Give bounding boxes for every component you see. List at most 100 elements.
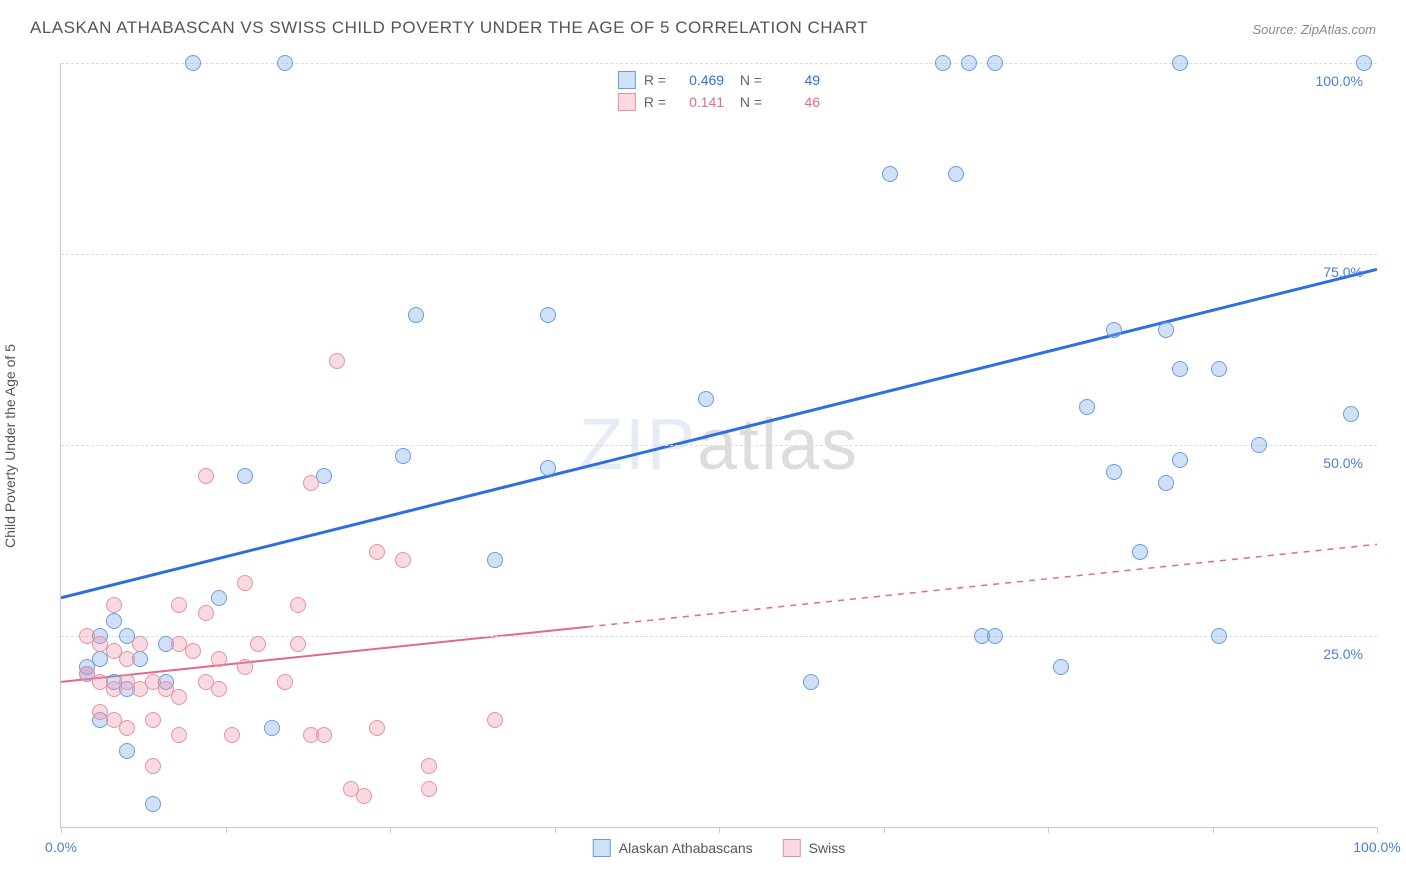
x-tick-mark xyxy=(1048,827,1049,833)
data-point xyxy=(1343,406,1359,422)
data-point xyxy=(264,720,280,736)
data-point xyxy=(1211,628,1227,644)
legend-label-1: Swiss xyxy=(809,840,846,856)
legend-swatch-1 xyxy=(783,839,801,857)
data-point xyxy=(1356,55,1372,71)
stats-swatch-1 xyxy=(618,93,636,111)
data-point xyxy=(487,552,503,568)
data-point xyxy=(145,796,161,812)
data-point xyxy=(1172,55,1188,71)
data-point xyxy=(290,597,306,613)
data-point xyxy=(277,55,293,71)
data-point xyxy=(211,590,227,606)
data-point xyxy=(356,788,372,804)
legend-item-0: Alaskan Athabascans xyxy=(593,839,753,857)
data-point xyxy=(237,468,253,484)
chart-title: ALASKAN ATHABASCAN VS SWISS CHILD POVERT… xyxy=(30,18,868,38)
r-label: R = xyxy=(644,91,666,113)
y-tick-label: 75.0% xyxy=(1323,264,1363,280)
data-point xyxy=(145,712,161,728)
data-point xyxy=(185,643,201,659)
y-axis-label: Child Poverty Under the Age of 5 xyxy=(2,344,18,548)
x-tick-mark xyxy=(226,827,227,833)
data-point xyxy=(171,727,187,743)
data-point xyxy=(1079,399,1095,415)
source-label: Source: ZipAtlas.com xyxy=(1252,22,1376,37)
data-point xyxy=(1158,475,1174,491)
data-point xyxy=(987,628,1003,644)
legend-label-0: Alaskan Athabascans xyxy=(619,840,753,856)
data-point xyxy=(408,307,424,323)
data-point xyxy=(1172,452,1188,468)
data-point xyxy=(119,720,135,736)
x-tick-mark xyxy=(1377,827,1378,833)
x-tick-mark xyxy=(719,827,720,833)
data-point xyxy=(119,743,135,759)
data-point xyxy=(132,636,148,652)
x-tick-label: 0.0% xyxy=(45,839,77,855)
data-point xyxy=(185,55,201,71)
r-label: R = xyxy=(644,69,666,91)
x-tick-mark xyxy=(555,827,556,833)
y-tick-label: 25.0% xyxy=(1323,646,1363,662)
data-point xyxy=(211,651,227,667)
data-point xyxy=(211,681,227,697)
data-point xyxy=(1053,659,1069,675)
data-point xyxy=(369,720,385,736)
legend-item-1: Swiss xyxy=(783,839,846,857)
stats-legend: R = 0.469 N = 49 R = 0.141 N = 46 xyxy=(606,63,832,119)
data-point xyxy=(1106,464,1122,480)
data-point xyxy=(1132,544,1148,560)
data-point xyxy=(224,727,240,743)
data-point xyxy=(145,758,161,774)
n-label: N = xyxy=(732,91,762,113)
legend-swatch-0 xyxy=(593,839,611,857)
data-point xyxy=(395,448,411,464)
data-point xyxy=(277,674,293,690)
x-tick-mark xyxy=(61,827,62,833)
data-point xyxy=(303,475,319,491)
data-point xyxy=(171,597,187,613)
data-point xyxy=(198,605,214,621)
data-point xyxy=(421,781,437,797)
x-tick-mark xyxy=(390,827,391,833)
n-label: N = xyxy=(732,69,762,91)
r-value-1: 0.141 xyxy=(674,91,724,113)
data-point xyxy=(198,468,214,484)
data-point xyxy=(540,307,556,323)
stats-swatch-0 xyxy=(618,71,636,89)
bottom-legend: Alaskan Athabascans Swiss xyxy=(593,839,845,857)
data-point xyxy=(698,391,714,407)
n-value-0: 49 xyxy=(770,69,820,91)
data-point xyxy=(487,712,503,728)
r-value-0: 0.469 xyxy=(674,69,724,91)
data-point xyxy=(987,55,1003,71)
data-point xyxy=(250,636,266,652)
data-point xyxy=(316,727,332,743)
data-point xyxy=(106,597,122,613)
data-point xyxy=(1251,437,1267,453)
data-point xyxy=(237,575,253,591)
data-point xyxy=(803,674,819,690)
data-point xyxy=(1158,322,1174,338)
data-point xyxy=(106,613,122,629)
data-point xyxy=(329,353,345,369)
data-point xyxy=(119,651,135,667)
data-point xyxy=(1172,361,1188,377)
data-point xyxy=(882,166,898,182)
data-point xyxy=(1106,322,1122,338)
stats-row-0: R = 0.469 N = 49 xyxy=(618,69,820,91)
gridline xyxy=(61,254,1377,255)
data-point xyxy=(171,689,187,705)
data-point xyxy=(961,55,977,71)
gridline xyxy=(61,445,1377,446)
data-point xyxy=(1211,361,1227,377)
n-value-1: 46 xyxy=(770,91,820,113)
x-tick-mark xyxy=(884,827,885,833)
data-point xyxy=(421,758,437,774)
x-tick-label: 100.0% xyxy=(1353,839,1400,855)
y-tick-label: 100.0% xyxy=(1316,73,1363,89)
data-point xyxy=(369,544,385,560)
stats-row-1: R = 0.141 N = 46 xyxy=(618,91,820,113)
x-tick-mark xyxy=(1213,827,1214,833)
